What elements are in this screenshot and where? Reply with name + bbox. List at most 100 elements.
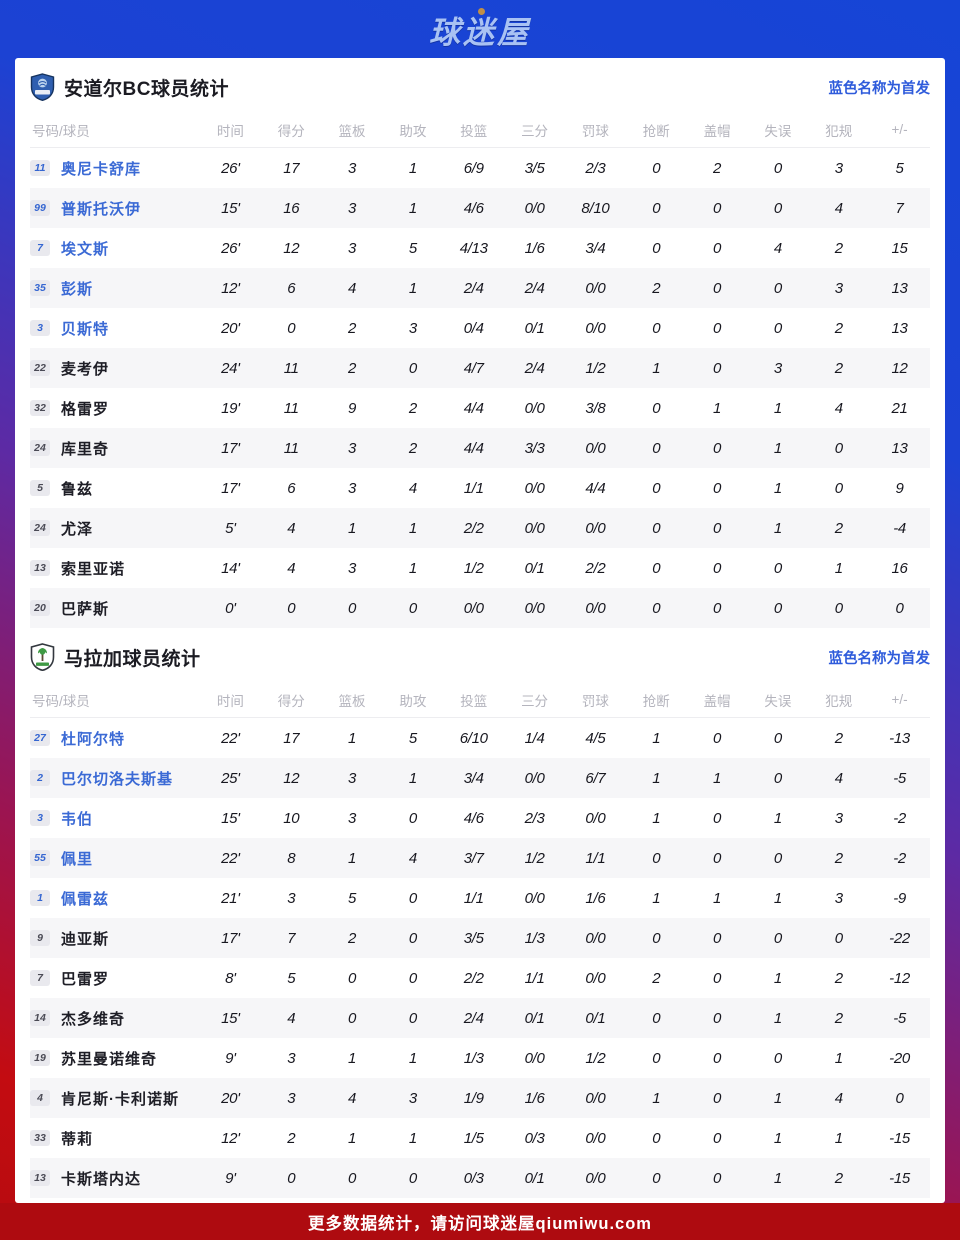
stat-value: 24' [221, 359, 240, 377]
stat-value: 16 [283, 199, 300, 217]
column-header: +/- [891, 692, 908, 707]
stat-value: 0/1 [585, 1009, 606, 1027]
stat-value: 3 [348, 239, 357, 257]
stat-value: 0 [652, 849, 661, 867]
stat-value: 1/2 [585, 359, 606, 377]
stat-value: 22' [221, 849, 240, 867]
column-header: 失误 [764, 123, 792, 139]
column-header: 抢断 [642, 693, 670, 709]
stat-value: 4 [348, 1089, 357, 1107]
stat-value: -2 [893, 849, 906, 867]
stat-value: 2 [652, 969, 661, 987]
stat-value: 1 [348, 729, 357, 747]
stat-value: 9' [225, 1049, 236, 1067]
stat-value: 6/7 [585, 769, 606, 787]
stat-value: 0/0 [585, 809, 606, 827]
column-header: 三分 [521, 123, 549, 139]
jersey-number-badge: 32 [30, 400, 50, 416]
column-header: 篮板 [338, 693, 366, 709]
jersey-number-badge: 19 [30, 1050, 50, 1066]
stat-value: 3 [834, 159, 843, 177]
stat-value: 0/0 [585, 929, 606, 947]
stat-value: -4 [893, 519, 906, 537]
stat-value: 0 [408, 929, 417, 947]
player-row: 55 佩里 22' 8 1 4 3/7 1/2 1/1 0 0 0 2 -2 [30, 838, 930, 878]
stat-value: 12 [283, 769, 300, 787]
player-cell: 1 佩雷兹 [30, 888, 200, 909]
stat-value: 12 [283, 239, 300, 257]
jersey-number-badge: 24 [30, 520, 50, 536]
column-header: 盖帽 [703, 123, 731, 139]
stat-value: 3 [834, 809, 843, 827]
column-header: 得分 [277, 123, 305, 139]
stat-value: 1 [408, 1049, 417, 1067]
stat-value: 0/0 [524, 479, 545, 497]
stat-value: 8/10 [581, 199, 610, 217]
jersey-number-badge: 3 [30, 810, 50, 826]
stat-value: 0 [408, 889, 417, 907]
stat-value: 0 [773, 1049, 782, 1067]
player-cell: 9 迪亚斯 [30, 928, 200, 949]
stat-value: 11 [283, 399, 299, 417]
jersey-number-badge: 4 [30, 1090, 50, 1106]
stat-value: 0 [348, 599, 357, 617]
stat-value: 1 [773, 479, 782, 497]
stat-value: 4 [287, 1009, 296, 1027]
stat-value: 0 [652, 599, 661, 617]
stat-value: -13 [889, 729, 910, 747]
stat-value: 2 [834, 239, 843, 257]
player-row: 14 杰多维奇 15' 4 0 0 2/4 0/1 0/1 0 0 1 2 -5 [30, 998, 930, 1038]
player-name: 巴雷罗 [61, 970, 110, 988]
stat-value: 11 [283, 439, 299, 457]
stat-value: 0 [652, 559, 661, 577]
section-title: 马拉加球员统计 [64, 648, 201, 670]
stat-value: 7 [287, 929, 296, 947]
stat-value: 0 [652, 1169, 661, 1187]
jersey-number-badge: 13 [30, 1170, 50, 1186]
stat-value: 0 [652, 439, 661, 457]
table-header-row: 号码/球员 时间 得分 篮板 助攻 投篮 三分 罚球 抢断 盖帽 失误 犯规 +/- [30, 682, 930, 718]
stat-value: 0 [713, 1169, 722, 1187]
player-row: 13 索里亚诺 14' 4 3 1 1/2 0/1 2/2 0 0 0 1 16 [30, 548, 930, 588]
stat-value: 1 [408, 769, 417, 787]
stat-value: 0 [834, 929, 843, 947]
stat-value: 4/6 [463, 199, 484, 217]
stat-value: 0 [713, 729, 722, 747]
stat-value: 0/0 [524, 519, 545, 537]
stat-value: -12 [889, 969, 910, 987]
stat-value: 3 [348, 159, 357, 177]
stat-value: 1 [773, 969, 782, 987]
column-header: 号码/球员 [32, 123, 90, 139]
table-body: 11 奥尼卡舒库 26' 17 3 1 6/9 3/5 2/3 0 2 0 3 5 99 普斯托沃伊 15' 16… [30, 148, 930, 628]
stat-value: 2 [834, 729, 843, 747]
malaga-stats-section: 马拉加球员统计 蓝色名称为首发 号码/球员 时间 得分 篮板 助攻 投篮 三分 罚球 抢断 盖帽 失… [30, 628, 930, 1198]
stat-value: -15 [889, 1129, 910, 1147]
stat-value: 26' [221, 159, 240, 177]
stat-value: 1/9 [463, 1089, 484, 1107]
stat-value: 17' [221, 479, 240, 497]
stat-value: 3 [834, 889, 843, 907]
stat-value: 1/3 [524, 929, 545, 947]
column-header: 时间 [216, 123, 244, 139]
stat-value: 0 [713, 1129, 722, 1147]
player-cell: 22 麦考伊 [30, 358, 200, 379]
stat-value: 1 [834, 559, 843, 577]
stat-value: 6 [287, 279, 296, 297]
stat-value: 0 [408, 809, 417, 827]
stat-value: 0 [773, 279, 782, 297]
stat-value: 4 [348, 279, 357, 297]
player-row: 4 肯尼斯·卡利诺斯 20' 3 4 3 1/9 1/6 0/0 1 0 1 4 0 [30, 1078, 930, 1118]
stat-value: 2 [348, 359, 357, 377]
stat-value: 4/6 [463, 809, 484, 827]
player-row: 33 蒂莉 12' 2 1 1 1/5 0/3 0/0 0 0 1 1 -15 [30, 1118, 930, 1158]
stat-value: 4/4 [463, 439, 484, 457]
stat-value: 1 [652, 729, 661, 747]
stat-value: 1 [773, 1129, 782, 1147]
player-name: 佩雷兹 [61, 890, 110, 908]
stat-value: 0 [287, 599, 296, 617]
stat-value: 3 [348, 479, 357, 497]
stat-value: 1/1 [585, 849, 606, 867]
site-footer: 更多数据统计，请访问球迷屋qiumiwu.com [0, 1203, 960, 1240]
stat-value: 0/0 [524, 769, 545, 787]
